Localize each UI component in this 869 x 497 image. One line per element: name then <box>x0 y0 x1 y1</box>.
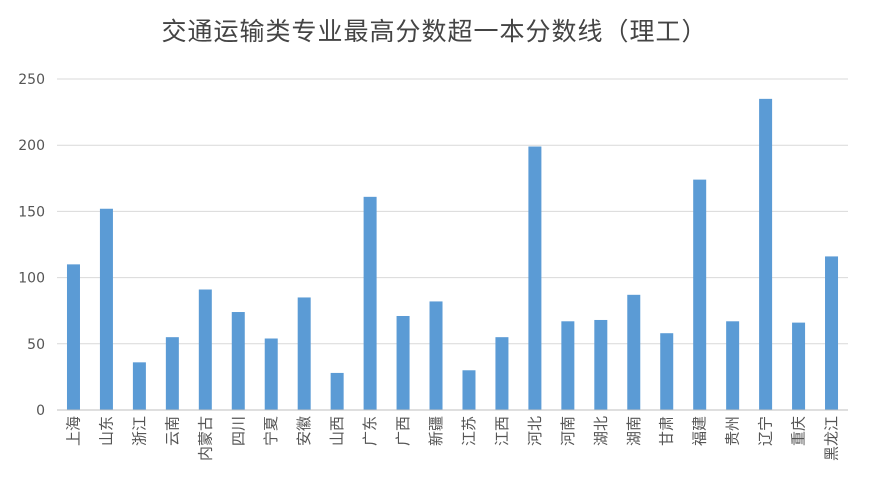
x-tick-label: 四川 <box>229 416 247 446</box>
bar <box>825 256 839 410</box>
bar <box>561 321 575 410</box>
bar <box>198 289 212 410</box>
bar <box>66 264 80 410</box>
bar <box>165 337 179 410</box>
bar <box>759 98 773 411</box>
x-tick-label: 广西 <box>394 416 412 446</box>
x-tick-label: 安徽 <box>295 416 313 446</box>
x-axis-ticks: 上海 山东 浙江 云南 内蒙古 四川 宁夏 安徽 山西 广东 广西 新疆 江苏 江西 河北 河南 湖北 湖南 甘肃福… <box>64 416 840 461</box>
y-tick-label: 200 <box>18 138 45 154</box>
y-tick-label: 0 <box>36 403 45 419</box>
bar <box>462 370 476 410</box>
x-tick-label: 甘肃 <box>658 416 676 446</box>
bar <box>429 301 443 410</box>
x-tick-label: 云南 <box>163 416 181 446</box>
x-tick-label: 重庆 <box>790 416 808 446</box>
bars <box>66 98 839 411</box>
x-tick-label: 湖北 <box>592 416 610 446</box>
x-tick-label: 宁夏 <box>262 416 280 446</box>
x-tick-label: 河南 <box>559 416 577 446</box>
x-tick-label: 新疆 <box>427 416 445 446</box>
x-tick-label: 辽宁 <box>757 416 775 446</box>
bar <box>264 338 278 410</box>
bar <box>726 321 740 410</box>
y-tick-label: 250 <box>18 72 45 88</box>
bar <box>330 372 344 410</box>
x-tick-label: 广东 <box>361 416 379 446</box>
bar <box>495 337 509 410</box>
x-tick-label: 贵州 <box>724 416 742 446</box>
bar <box>660 333 674 410</box>
bar <box>693 179 707 410</box>
y-tick-label: 100 <box>18 271 45 287</box>
x-tick-label: 江西 <box>493 416 511 446</box>
x-tick-label: 浙江 <box>130 416 148 446</box>
bar <box>792 322 806 410</box>
y-axis-ticks: 0 50 100 150 200 250 <box>18 72 45 419</box>
bar <box>627 294 641 410</box>
chart-title: 交通运输类专业最高分数超一本分数线（理工） <box>161 17 708 46</box>
x-tick-label: 黑龙江 <box>823 416 841 461</box>
bar <box>132 362 146 410</box>
bar <box>99 208 113 410</box>
bar <box>396 315 410 410</box>
x-tick-label: 福建 <box>691 416 709 446</box>
y-tick-label: 50 <box>27 337 45 353</box>
gridlines <box>57 78 848 345</box>
bar <box>594 319 608 410</box>
x-tick-label: 湖南 <box>625 416 643 446</box>
bar <box>363 196 377 410</box>
bar <box>231 312 245 410</box>
bar <box>297 297 311 410</box>
y-tick-label: 150 <box>18 204 45 220</box>
x-tick-label: 山西 <box>328 416 346 446</box>
bar <box>528 146 542 411</box>
x-tick-label: 山东 <box>97 416 115 446</box>
x-tick-label: 河北 <box>526 416 544 446</box>
x-tick-label: 内蒙古 <box>196 416 214 461</box>
x-tick-label: 江苏 <box>460 416 478 446</box>
x-tick-label: 上海 <box>64 416 82 446</box>
